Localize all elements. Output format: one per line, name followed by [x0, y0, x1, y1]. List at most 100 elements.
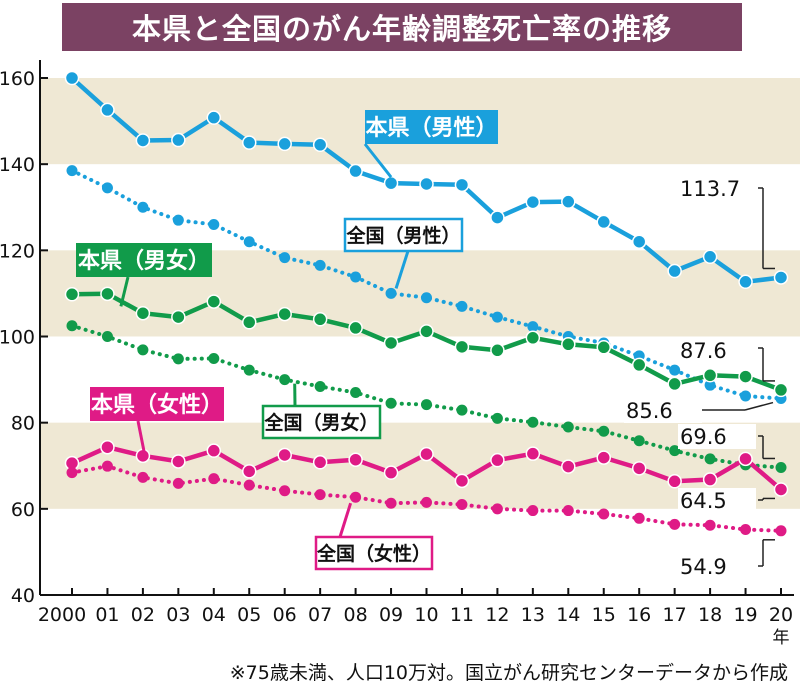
- data-point: [312, 137, 328, 153]
- data-point: [527, 416, 539, 428]
- data-point: [100, 439, 115, 455]
- data-point: [243, 364, 255, 376]
- data-point: [206, 110, 222, 125]
- data-point: [561, 459, 576, 474]
- data-point: [242, 464, 257, 479]
- series-line: [70, 168, 783, 401]
- data-point: [527, 505, 539, 517]
- callout-bg: [678, 488, 756, 513]
- label-pointer: [119, 276, 130, 307]
- data-point: [490, 210, 505, 225]
- data-point: [171, 454, 186, 469]
- x-tick-label: 04: [202, 604, 226, 626]
- data-point: [491, 412, 503, 424]
- data-point: [137, 344, 149, 356]
- data-point: [419, 324, 434, 339]
- data-point: [312, 312, 328, 327]
- y-tick-label: 100: [0, 327, 35, 349]
- data-point: [172, 353, 184, 365]
- data-point: [456, 404, 468, 416]
- data-point: [454, 473, 470, 489]
- data-point: [171, 309, 186, 325]
- callout-bg: [678, 338, 756, 363]
- data-point: [101, 182, 113, 194]
- data-point: [633, 512, 645, 524]
- data-point: [383, 175, 399, 191]
- data-point: [348, 320, 363, 336]
- data-point: [172, 477, 184, 489]
- end-value-label: 87.6: [680, 339, 727, 363]
- callout-bg: [678, 176, 756, 201]
- callout-bg: [624, 398, 702, 423]
- data-point: [633, 435, 645, 447]
- data-point: [740, 390, 752, 402]
- end-value-label: 113.7: [680, 177, 740, 201]
- data-point: [243, 479, 255, 491]
- data-point: [525, 446, 541, 461]
- x-tick-label: 17: [663, 604, 687, 626]
- data-point: [598, 425, 610, 437]
- label-pointer: [338, 502, 353, 538]
- series-label: 全国（男女）: [263, 411, 378, 434]
- data-point: [279, 374, 291, 386]
- chart-title: 本県と全国のがん年齢調整死亡率の推移: [62, 3, 742, 51]
- footnote: ※75歳未満、人口10万対。国立がん研究センターデータから作成: [229, 662, 788, 684]
- series-label-box: [365, 110, 498, 144]
- y-tick-label: 140: [0, 154, 35, 176]
- data-point: [64, 70, 80, 86]
- data-point: [66, 165, 78, 177]
- series-label-box: [90, 387, 224, 421]
- data-point: [775, 461, 787, 473]
- data-point: [596, 340, 611, 355]
- series-label-box: [314, 535, 434, 571]
- data-point: [702, 472, 718, 487]
- data-point: [667, 376, 682, 392]
- data-point: [525, 194, 541, 210]
- x-tick-label: 01: [95, 604, 119, 626]
- x-tick-label: 2000: [38, 604, 86, 626]
- data-point: [101, 460, 113, 472]
- x-tick-label: 09: [379, 604, 403, 626]
- data-point: [702, 249, 718, 265]
- data-point: [738, 369, 753, 384]
- x-tick-label: 08: [344, 604, 368, 626]
- data-point: [208, 218, 220, 230]
- data-point: [561, 337, 576, 352]
- data-point: [279, 252, 291, 264]
- x-tick-label: 20: [769, 604, 793, 626]
- series-label: 全国（男性）: [345, 224, 460, 247]
- data-point: [279, 485, 291, 497]
- x-tick-label: 18: [698, 604, 722, 626]
- x-tick-label: 11: [450, 604, 474, 626]
- data-point: [208, 473, 220, 485]
- x-tick-label: 05: [237, 604, 261, 626]
- callout-bg: [678, 554, 756, 579]
- data-point: [704, 379, 716, 391]
- x-tick-label: 15: [592, 604, 616, 626]
- data-point: [385, 287, 397, 299]
- callout-leader: [744, 401, 774, 411]
- data-point: [101, 331, 113, 342]
- data-point: [277, 306, 292, 322]
- data-point: [631, 357, 647, 373]
- data-point: [100, 102, 115, 118]
- data-point: [525, 330, 541, 346]
- data-point: [669, 364, 681, 376]
- data-point: [243, 236, 255, 248]
- data-point: [383, 465, 399, 480]
- data-point: [135, 305, 151, 321]
- data-point: [527, 321, 539, 333]
- data-point: [348, 452, 363, 467]
- data-point: [702, 368, 718, 383]
- data-point: [277, 136, 292, 152]
- data-point: [562, 505, 574, 517]
- data-point: [456, 300, 468, 312]
- data-point: [419, 446, 434, 462]
- data-point: [490, 343, 505, 358]
- x-unit-label: 年: [773, 628, 790, 648]
- data-point: [740, 524, 752, 536]
- x-tick-label: 14: [556, 604, 580, 626]
- data-point: [242, 315, 257, 330]
- data-point: [383, 335, 399, 351]
- data-point: [66, 467, 78, 479]
